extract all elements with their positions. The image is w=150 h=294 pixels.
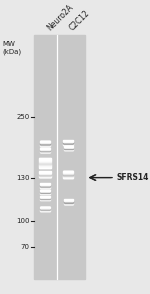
Bar xyxy=(39,164,51,165)
Text: 130: 130 xyxy=(16,176,30,181)
Text: MW
(kDa): MW (kDa) xyxy=(3,41,22,55)
Bar xyxy=(39,160,51,161)
Bar xyxy=(39,163,51,164)
Bar xyxy=(39,166,51,167)
Text: Neuro2A: Neuro2A xyxy=(45,3,75,32)
Bar xyxy=(39,161,51,162)
Bar xyxy=(39,167,51,168)
Bar xyxy=(39,162,51,163)
Text: 100: 100 xyxy=(16,218,30,224)
Bar xyxy=(39,165,51,166)
Bar xyxy=(34,35,85,279)
Text: 250: 250 xyxy=(16,113,30,120)
Bar xyxy=(39,159,51,160)
Text: 70: 70 xyxy=(21,244,30,250)
Text: C2C12: C2C12 xyxy=(68,9,92,32)
Text: SFRS14: SFRS14 xyxy=(116,173,149,182)
Bar xyxy=(39,158,51,159)
